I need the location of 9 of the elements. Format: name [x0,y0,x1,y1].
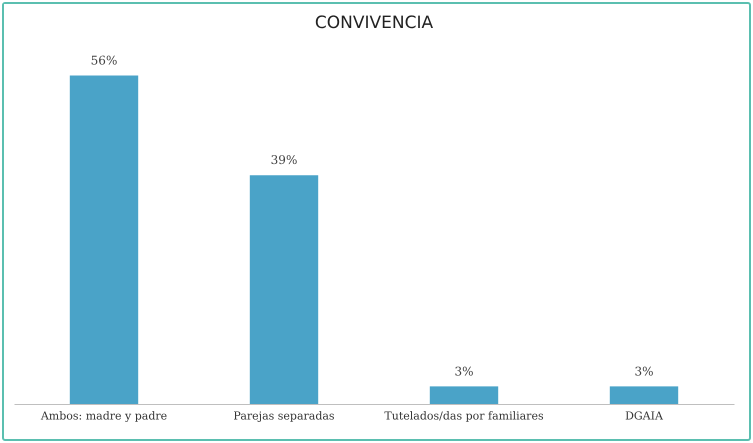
x-tick-label: Parejas separadas [233,410,335,422]
x-tick-label: Tutelados/das por familiares [384,410,544,422]
x-tick-label: DGAIA [625,410,664,422]
x-tick-label: Ambos: madre y padre [40,410,168,422]
data-label: 3% [634,364,654,378]
data-label: 56% [90,53,118,68]
chart-title: CONVIVENCIA [314,13,434,33]
data-label: 3% [454,364,474,378]
data-label: 39% [270,153,298,168]
